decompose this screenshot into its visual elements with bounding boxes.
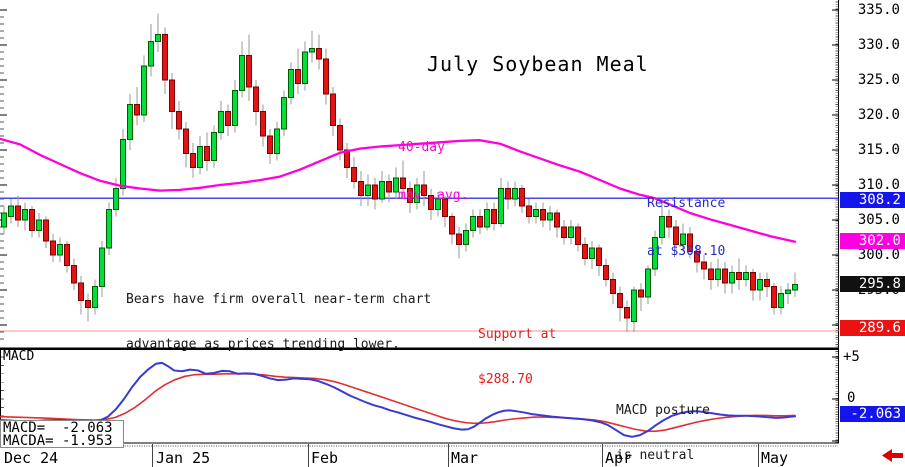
x-axis-layer <box>0 444 838 467</box>
support-label-line1: Support at <box>478 327 557 342</box>
price-axis-label-325: 325.0 <box>857 72 900 88</box>
last-price-arrow-icon <box>882 449 903 462</box>
price-axis-label-315: 315.0 <box>857 142 900 158</box>
candles-layer <box>1 34 798 322</box>
macd-panel-label: MACD <box>3 349 35 364</box>
resistance-label: Resistance at $308.10 <box>647 164 725 292</box>
price-axis-label-335: 335.0 <box>857 2 900 18</box>
macd-posture-line1: MACD posture <box>616 403 710 418</box>
macd-scale-plus5: +5 <box>843 349 860 365</box>
ma40-line <box>0 137 797 243</box>
resistance-label-line2: at $308.10 <box>647 244 726 259</box>
macd-line <box>0 361 796 438</box>
badge-moving-average: 302.0 <box>840 233 905 249</box>
macd-posture-annotation: MACD posture is neutral <box>616 373 710 467</box>
price-axis-label-320: 320.0 <box>857 107 900 123</box>
macd-info-line2: MACDA= -1.953 <box>3 433 113 449</box>
price-axis-label-305: 305.0 <box>857 212 900 228</box>
month-label-may: May <box>761 449 789 467</box>
ma-label: 40-day mov. avg. <box>398 108 468 236</box>
macda-line <box>0 372 796 433</box>
support-label-line2: $288.70 <box>478 372 533 387</box>
bears-annotation-line1: Bears have firm overall near-term chart <box>126 292 432 307</box>
ma-label-line1: 40-day <box>398 140 445 155</box>
badge-support: 289.6 <box>840 320 905 336</box>
price-axis-label-310: 310.0 <box>857 177 900 193</box>
chart-title: July Soybean Meal <box>427 52 649 76</box>
bears-annotation: Bears have firm overall near-term chart … <box>126 262 431 382</box>
macd-info-box: MACD= -2.063 MACDA= -1.953 <box>0 420 124 448</box>
macd-frame <box>0 347 839 444</box>
month-label-mar: Mar <box>451 449 479 467</box>
support-label: Support at $288.70 <box>478 297 556 417</box>
month-label-dec: Dec 24 <box>4 449 59 467</box>
price-axis-label-300: 300.0 <box>857 247 900 263</box>
resistance-label-line1: Resistance <box>647 196 726 211</box>
badge-resistance: 308.2 <box>840 192 905 208</box>
macd-posture-line2: is neutral <box>616 448 695 463</box>
badge-last-close: 295.8 <box>840 276 905 292</box>
ma-label-line2: mov. avg. <box>398 188 469 203</box>
macd-scale-zero: 0 <box>847 390 856 406</box>
price-axis-label-330: 330.0 <box>857 37 900 53</box>
bears-annotation-line2: advantage as prices trending lower. <box>126 337 400 352</box>
month-label-apr: Apr <box>605 449 633 467</box>
macd-info-line1: MACD= -2.063 <box>3 420 113 436</box>
month-label-jan: Jan 25 <box>156 449 211 467</box>
badge-macd-value: -2.063 <box>840 406 905 422</box>
month-label-feb: Feb <box>311 449 339 467</box>
